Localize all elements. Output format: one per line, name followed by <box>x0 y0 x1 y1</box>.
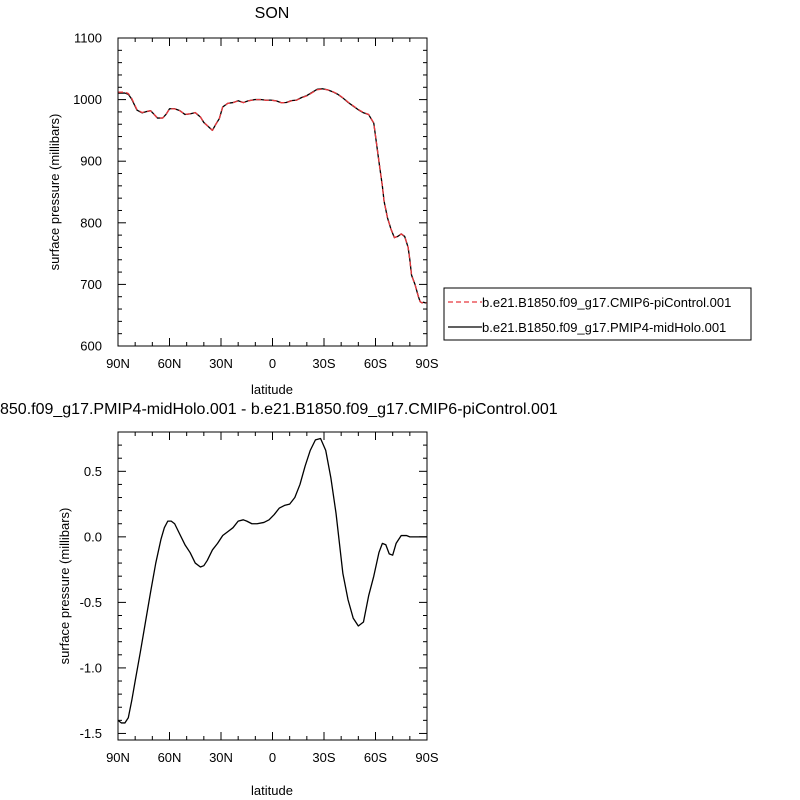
chart-top-xtick-label-4: 30S <box>312 356 335 371</box>
chart-top-ytick-label-1: 700 <box>80 277 102 292</box>
chart-top-legend: b.e21.B1850.f09_g17.CMIP6-piControl.001 … <box>443 287 752 341</box>
chart-bottom-xlabel: latitude <box>251 783 293 798</box>
chart-bottom-xtick-label-2: 30N <box>209 750 233 765</box>
chart-bottom-xtick-label-3: 0 <box>269 750 276 765</box>
chart-bottom-ytick-label-4: 0.5 <box>84 464 102 479</box>
chart-top-ticks: 90N 60N 30N 0 30S 60S 90S 600 700 800 900 1000 1100 <box>73 31 439 372</box>
chart-top-xtick-label-5: 60S <box>364 356 387 371</box>
chart-bottom-xtick-label-5: 60S <box>364 750 387 765</box>
chart-bottom-ylabel: surface pressure (millibars) <box>57 508 72 665</box>
chart-bottom-xtick-label-6: 90S <box>415 750 438 765</box>
chart-top-plot-frame <box>117 37 428 347</box>
chart-bottom: 850.f09_g17.PMIP4-midHolo.001 - b.e21.B1… <box>0 401 558 798</box>
chart-bottom-xtick-label-0: 90N <box>106 750 130 765</box>
chart-bottom-title: 850.f09_g17.PMIP4-midHolo.001 - b.e21.B1… <box>0 401 558 418</box>
chart-top-series-1-line <box>118 88 427 304</box>
chart-top-ylabel: surface pressure (millibars) <box>47 114 62 271</box>
chart-top-xtick-label-0: 90N <box>106 356 130 371</box>
chart-top: SON 90N 60N 30N 0 30S 60S 90S 600 700 800 900 1000 1… <box>47 5 752 397</box>
chart-bottom-series-layer <box>118 437 427 724</box>
chart-top-title: SON <box>255 5 290 22</box>
chart-top-ytick-label-5: 1100 <box>74 31 102 46</box>
chart-bottom-xtick-label-4: 30S <box>312 750 335 765</box>
chart-bottom-xtick-label-1: 60N <box>158 750 182 765</box>
chart-top-xlabel: latitude <box>251 382 293 397</box>
chart-bottom-ticks: 90N 60N 30N 0 30S 60S 90S -1.5 -1.0 -0.5 0.0 0.5 <box>80 431 439 765</box>
chart-top-series-0-line <box>118 88 427 304</box>
chart-bottom-ytick-label-0: -1.5 <box>80 726 102 741</box>
chart-top-xtick-label-2: 30N <box>209 356 233 371</box>
chart-top-ytick-label-0: 600 <box>80 339 102 354</box>
chart-bottom-ytick-label-2: -0.5 <box>80 595 102 610</box>
chart-bottom-series-0-line <box>118 437 427 724</box>
chart-top-xtick-label-3: 0 <box>269 356 276 371</box>
chart-top-series-layer <box>118 88 427 304</box>
chart-top-xtick-label-1: 60N <box>158 356 182 371</box>
chart-bottom-plot-frame <box>117 431 428 741</box>
legend-label-picontrol: b.e21.B1850.f09_g17.CMIP6-piControl.001 <box>482 295 731 310</box>
chart-bottom-ytick-label-1: -1.0 <box>80 660 102 675</box>
legend-label-midholo: b.e21.B1850.f09_g17.PMIP4-midHolo.001 <box>482 320 726 335</box>
chart-top-ytick-label-4: 1000 <box>73 92 102 107</box>
chart-top-ytick-label-3: 900 <box>80 154 102 169</box>
chart-top-ytick-label-2: 800 <box>80 215 102 230</box>
chart-bottom-ytick-label-3: 0.0 <box>84 529 102 544</box>
chart-top-xtick-label-6: 90S <box>415 356 438 371</box>
legend-box <box>443 287 752 341</box>
